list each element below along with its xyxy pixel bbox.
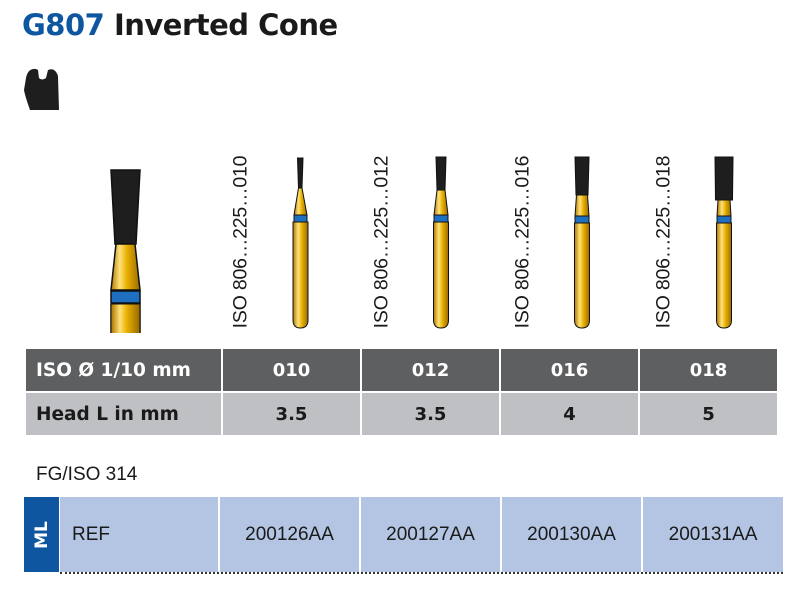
table-cell: 016 xyxy=(499,347,640,393)
table-cell: 4 xyxy=(499,391,640,437)
spec-table: ISO Ø 1/10 mm 010 012 016 018 Head L in … xyxy=(24,347,779,437)
large-bur-illustration xyxy=(110,169,141,333)
shank-type-label: FG/ISO 314 xyxy=(36,464,138,485)
bur-iso-label: ISO 806…225…018 xyxy=(652,155,675,329)
table-cell: 018 xyxy=(638,347,779,393)
table-cell: 3.5 xyxy=(221,391,362,437)
ref-number: 200127AA xyxy=(361,497,502,572)
bur-iso-label: ISO 806…225…016 xyxy=(511,155,534,329)
page-title: G807 Inverted Cone xyxy=(22,8,338,42)
grit-badge: ML xyxy=(24,497,59,572)
bur-illustration-018 xyxy=(714,156,734,329)
ref-number: 200126AA xyxy=(220,497,361,572)
bur-illustration-016 xyxy=(574,156,590,329)
ref-number: 200131AA xyxy=(643,497,783,572)
ref-number: 200130AA xyxy=(502,497,643,572)
bur-iso-label: ISO 806…225…012 xyxy=(370,155,393,329)
product-name: Inverted Cone xyxy=(113,8,338,42)
bur-illustration-012 xyxy=(433,156,449,329)
cavity-shape-icon xyxy=(24,68,59,110)
table-row-iso-diameter: ISO Ø 1/10 mm 010 012 016 018 xyxy=(24,347,779,393)
ref-label: REF xyxy=(60,497,220,572)
table-row-head-length: Head L in mm 3.5 3.5 4 5 xyxy=(24,391,779,437)
bur-iso-label: ISO 806…225…010 xyxy=(229,155,252,329)
row-label: Head L in mm xyxy=(24,391,223,437)
table-cell: 3.5 xyxy=(360,391,501,437)
ref-row: REF 200126AA 200127AA 200130AA 200131AA xyxy=(60,497,783,574)
table-cell: 5 xyxy=(638,391,779,437)
table-cell: 012 xyxy=(360,347,501,393)
row-label: ISO Ø 1/10 mm xyxy=(24,347,223,393)
product-code: G807 xyxy=(22,8,105,42)
table-cell: 010 xyxy=(221,347,362,393)
bur-illustration-010 xyxy=(292,157,309,329)
